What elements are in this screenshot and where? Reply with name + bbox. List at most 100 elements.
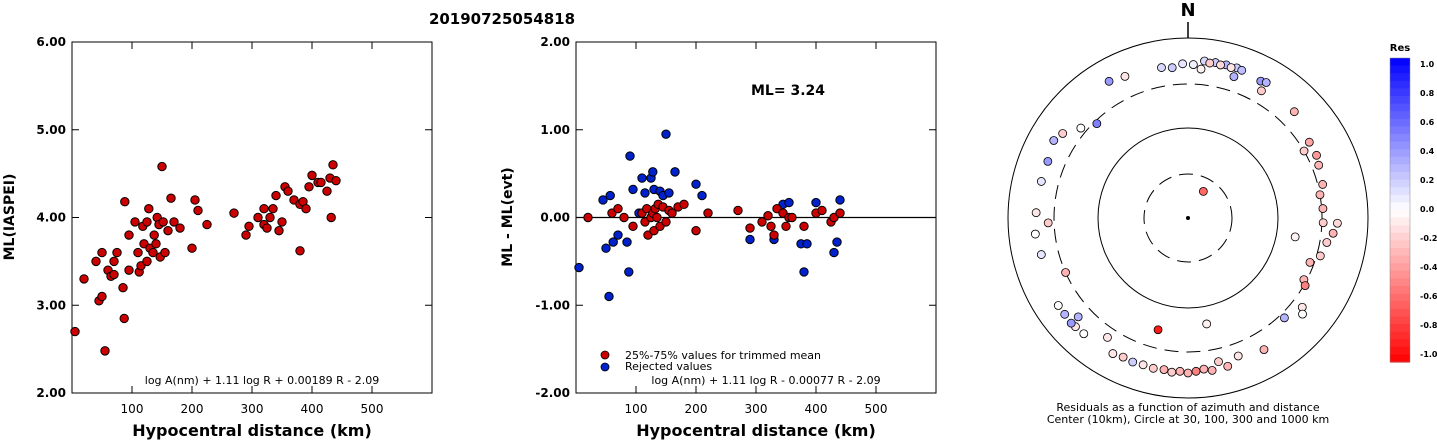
- magnitude-point: [109, 269, 119, 280]
- colorbar-swatch: [1390, 316, 1410, 325]
- colorbar-swatch: [1390, 103, 1410, 112]
- station-residual-point: [1298, 309, 1307, 319]
- station-residual-point: [1259, 345, 1269, 354]
- colorbar-tick-label: -0.8: [1420, 321, 1437, 330]
- y-tick-label: 1.00: [540, 123, 570, 137]
- station-residual-point: [1233, 351, 1243, 361]
- magnitude-point: [142, 217, 152, 227]
- station-residual-point: [1322, 238, 1332, 247]
- rejected-point: [784, 197, 794, 208]
- station-residual-point: [1318, 180, 1328, 189]
- magnitude-point: [304, 182, 314, 192]
- magnitude-point: [253, 212, 263, 223]
- colorbar-frame: [1389, 57, 1411, 363]
- magnitude-point: [100, 346, 110, 356]
- magnitude-point: [295, 246, 305, 256]
- rejected-point: [691, 179, 701, 189]
- rejected-point: [613, 230, 623, 240]
- station-residual-point: [1031, 208, 1041, 218]
- magnitude-point: [175, 223, 185, 233]
- colorbar-swatch: [1390, 278, 1410, 287]
- station-residual-point: [1157, 63, 1166, 72]
- accepted-point: [763, 211, 773, 221]
- residual-points: [574, 129, 845, 302]
- colorbar-tick-label: 0.6: [1420, 118, 1435, 127]
- accepted-point: [619, 212, 629, 223]
- magnitude-point: [322, 186, 332, 196]
- magnitude-x-ticks: 100 200 300 400 500: [121, 42, 384, 416]
- magnitude-point: [119, 313, 129, 324]
- magnitude-point: [163, 225, 173, 236]
- colorbar-swatch: [1390, 324, 1410, 333]
- colorbar-tick-label: -1.0: [1420, 350, 1437, 359]
- colorbar-swatch: [1390, 126, 1410, 135]
- magnitude-point: [120, 197, 130, 207]
- rejected-point: [832, 237, 842, 247]
- y-tick-label: 3.00: [36, 298, 66, 312]
- rejected-point: [799, 267, 809, 277]
- colorbar-swatch: [1390, 225, 1410, 234]
- magnitude-point: [158, 217, 168, 227]
- rejected-point: [648, 167, 658, 177]
- x-tick-label: 400: [301, 402, 324, 416]
- station-residual-point: [1202, 319, 1212, 329]
- magnitude-point: [124, 265, 134, 275]
- station-residual-point: [1178, 59, 1188, 69]
- colorbar-swatch: [1390, 248, 1410, 257]
- magnitude-point: [316, 177, 326, 188]
- rejected-point: [670, 167, 680, 177]
- colorbar-swatch: [1390, 58, 1410, 67]
- station-residual-point: [1058, 129, 1068, 138]
- rejected-point: [835, 195, 845, 205]
- station-residual-point: [1205, 58, 1215, 68]
- colorbar-tick-label: -0.6: [1420, 292, 1437, 301]
- accepted-point: [835, 208, 845, 218]
- x-tick-label: 200: [181, 402, 204, 416]
- station-residual-point: [1049, 136, 1059, 145]
- station-residual-point: [1061, 268, 1070, 277]
- rejected-point: [574, 262, 584, 273]
- magnitude-point: [149, 230, 159, 240]
- rejected-point: [625, 151, 635, 161]
- magnitude-point: [148, 247, 158, 258]
- station-points: [1030, 56, 1342, 378]
- magnitude-point: [70, 326, 80, 337]
- colorbar-tick-label: 0.0: [1420, 205, 1435, 214]
- x-tick-label: 100: [625, 402, 648, 416]
- magnitude-x-axis-label: Hypocentral distance (km): [132, 421, 372, 440]
- y-tick-label: -1.00: [535, 298, 570, 312]
- magnitude-panel: 100 200 300 400 500 2.00 3.00 4.00 5.00 6.00 log…: [2, 35, 433, 440]
- station-residual-point: [1175, 366, 1185, 376]
- station-residual-point: [1314, 160, 1324, 170]
- station-residual-point: [1261, 78, 1271, 87]
- station-residual-point: [1153, 325, 1163, 335]
- colorbar-swatch: [1390, 339, 1410, 348]
- accepted-point: [733, 205, 743, 216]
- magnitude-point: [283, 186, 293, 196]
- station-residual-point: [1073, 312, 1083, 322]
- magnitude-point: [277, 217, 287, 227]
- accepted-point: [769, 230, 779, 240]
- residual-y-axis-label: ML - ML(evt): [500, 167, 516, 266]
- station-residual-point: [1328, 228, 1338, 238]
- x-tick-label: 500: [361, 402, 384, 416]
- accepted-point: [628, 221, 638, 231]
- legend-accepted-label: 25%-75% values for trimmed mean: [625, 349, 821, 362]
- magnitude-point: [326, 212, 336, 223]
- station-residual-point: [1188, 60, 1198, 69]
- station-residual-point: [1318, 218, 1328, 228]
- station-residual-point: [1159, 365, 1169, 375]
- accepted-point: [583, 212, 593, 223]
- station-residual-point: [1036, 250, 1046, 259]
- station-residual-point: [1092, 119, 1102, 128]
- magnitude-point: [268, 204, 278, 214]
- station-residual-point: [1280, 313, 1289, 323]
- station-residual-point: [1257, 86, 1266, 96]
- station-residual-point: [1060, 309, 1070, 319]
- station-residual-point: [1207, 365, 1217, 375]
- colorbar-swatches: [1390, 58, 1410, 363]
- station-residual-point: [1167, 63, 1177, 73]
- station-residual-point: [1138, 360, 1148, 370]
- station-residual-point: [1191, 366, 1201, 376]
- station-residual-point: [1118, 352, 1128, 362]
